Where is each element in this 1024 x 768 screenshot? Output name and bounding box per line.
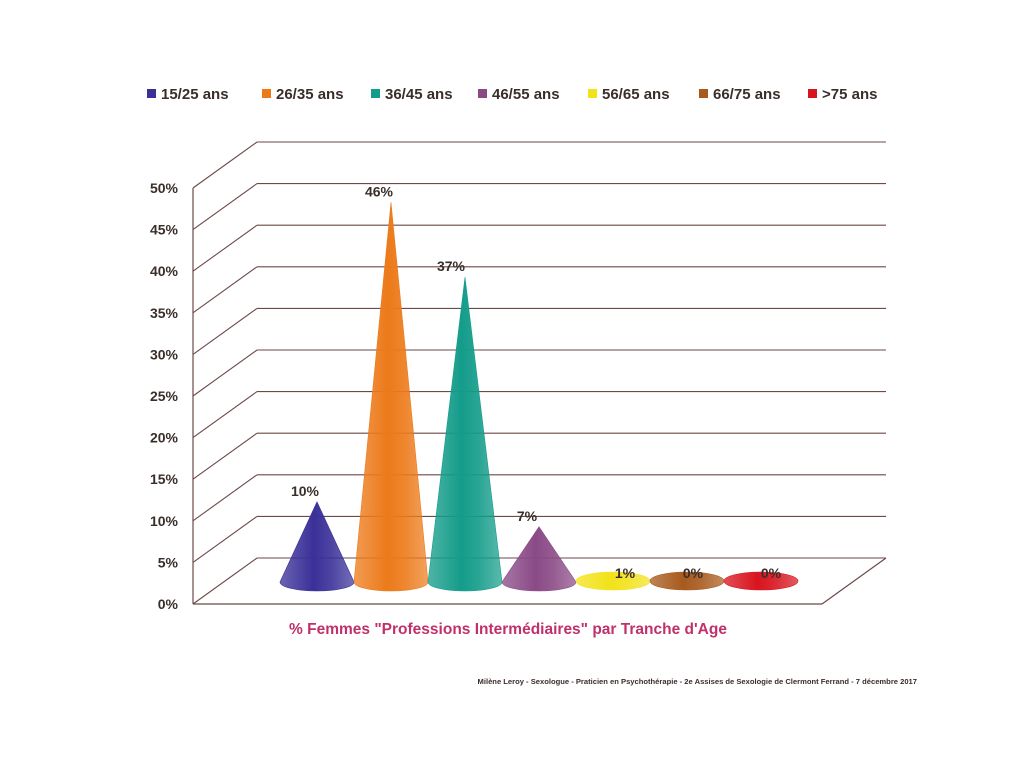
legend-label-75-ans: >75 ans — [822, 86, 877, 103]
legend-label-66-75-ans: 66/75 ans — [713, 86, 781, 103]
data-label-46-55-ans: 7% — [517, 508, 538, 524]
y-tick-label: 15% — [150, 471, 179, 487]
legend-swatch-15-25-ans — [147, 89, 156, 98]
chart-title: % Femmes "Professions Intermédiaires" pa… — [289, 621, 727, 638]
side-wall-gridline — [192, 307, 258, 355]
side-wall-gridline — [192, 515, 258, 563]
y-tick-label: 50% — [150, 180, 179, 196]
data-label-26-35-ans: 46% — [365, 183, 394, 199]
y-tick-label: 0% — [158, 596, 179, 612]
cone-56-65-ans — [575, 571, 651, 591]
data-label-75-ans: 0% — [761, 565, 782, 581]
cone-46-55-ans — [501, 526, 577, 592]
legend-swatch-26-35-ans — [262, 89, 271, 98]
floor-edge — [821, 557, 887, 605]
side-wall-gridline — [192, 141, 258, 189]
data-label-56-65-ans: 1% — [615, 565, 636, 581]
chart-back-wall — [192, 141, 887, 605]
data-label-15-25-ans: 10% — [291, 483, 320, 499]
plot-area — [279, 202, 799, 592]
side-wall-gridline — [192, 349, 258, 397]
y-tick-label: 30% — [150, 346, 179, 362]
side-wall-gridline — [192, 224, 258, 272]
y-tick-label: 40% — [150, 263, 179, 279]
legend-swatch-75-ans — [808, 89, 817, 98]
y-tick-label: 20% — [150, 430, 179, 446]
legend-swatch-56-65-ans — [588, 89, 597, 98]
y-tick-label: 25% — [150, 388, 179, 404]
cone-26-35-ans — [353, 202, 429, 592]
side-wall-gridline — [192, 266, 258, 314]
y-tick-label: 10% — [150, 513, 179, 529]
legend-swatch-36-45-ans — [371, 89, 380, 98]
legend-label-56-65-ans: 56/65 ans — [602, 86, 670, 103]
legend-label-46-55-ans: 46/55 ans — [492, 86, 560, 103]
side-wall-gridline — [192, 557, 258, 605]
y-axis: 0% 5% 10% 15% 20% 25% 30% 35% 40% 45% 50% — [150, 180, 179, 612]
side-wall-gridline — [192, 474, 258, 522]
legend-swatch-46-55-ans — [478, 89, 487, 98]
legend: 15/25 ans 26/35 ans 36/45 ans 46/55 ans 56/6… — [147, 86, 877, 103]
legend-swatch-66-75-ans — [699, 89, 708, 98]
legend-label-36-45-ans: 36/45 ans — [385, 86, 453, 103]
legend-label-15-25-ans: 15/25 ans — [161, 86, 229, 103]
y-tick-label: 5% — [158, 554, 179, 570]
y-tick-label: 35% — [150, 305, 179, 321]
legend-label-26-35-ans: 26/35 ans — [276, 86, 344, 103]
y-tick-label: 45% — [150, 222, 179, 238]
side-wall-gridline — [192, 391, 258, 439]
side-wall-gridline — [192, 183, 258, 231]
data-label-66-75-ans: 0% — [683, 565, 704, 581]
side-wall-gridline — [192, 432, 258, 480]
cone-36-45-ans — [427, 277, 503, 592]
cone-75-ans — [723, 571, 799, 591]
data-labels: 10% 46% 37% 7% 1% 0% 0% — [291, 183, 782, 581]
data-label-36-45-ans: 37% — [437, 258, 466, 274]
cone-15-25-ans — [279, 501, 355, 592]
footer-credit: Milène Leroy - Sexologue - Praticien en … — [478, 677, 917, 686]
